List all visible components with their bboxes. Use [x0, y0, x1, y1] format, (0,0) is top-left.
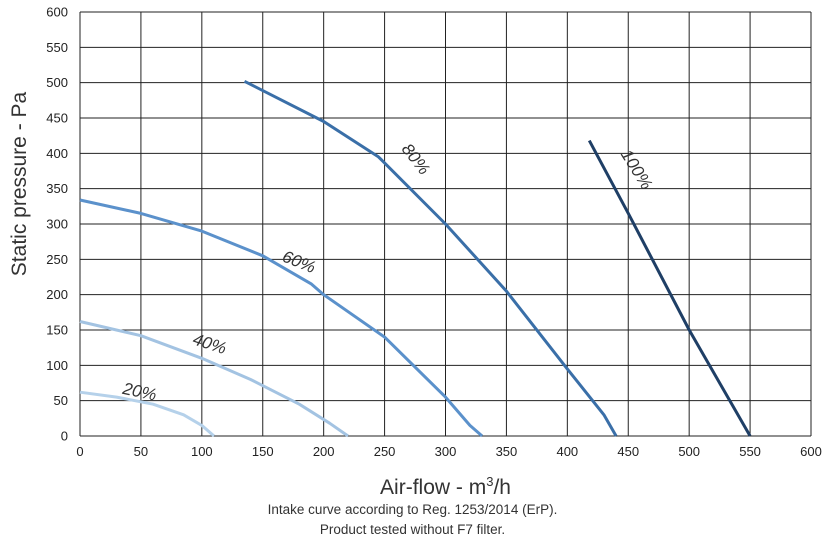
series-line — [79, 390, 215, 438]
x-tick-label: 400 — [556, 444, 578, 459]
y-tick-label: 500 — [46, 75, 68, 90]
series-line — [243, 79, 618, 437]
series-line — [587, 139, 752, 437]
x-tick-labels: 0 50 100 150 200 250 300 350 400 450 500 550 600 — [76, 444, 821, 459]
series-line — [79, 320, 349, 438]
y-tick-label: 100 — [46, 358, 68, 373]
x-tick-label: 50 — [134, 444, 148, 459]
y-tick-label: 50 — [54, 393, 68, 408]
series-group — [79, 79, 752, 438]
x-tick-label: 350 — [496, 444, 518, 459]
curve-label: 60% — [280, 247, 319, 277]
y-tick-label: 150 — [46, 323, 68, 338]
caption-line-2: Product tested without F7 filter. — [319, 522, 506, 537]
grid — [79, 11, 812, 437]
x-tick-label: 200 — [313, 444, 335, 459]
series-line — [79, 198, 484, 438]
y-tick-label: 300 — [46, 217, 68, 232]
x-tick-label: 500 — [678, 444, 700, 459]
y-tick-label: 600 — [46, 5, 68, 20]
caption-line-1: Intake curve according to Reg. 1253/2014… — [267, 502, 558, 517]
x-tick-label: 550 — [739, 444, 761, 459]
x-tick-label: 250 — [374, 444, 396, 459]
y-tick-label: 0 — [61, 429, 68, 444]
x-tick-label: 600 — [800, 444, 822, 459]
y-tick-label: 250 — [46, 252, 68, 267]
curve-label: 40% — [191, 330, 229, 359]
x-tick-label: 0 — [76, 444, 83, 459]
y-tick-label: 400 — [46, 146, 68, 161]
x-tick-label: 300 — [435, 444, 457, 459]
y-tick-label: 350 — [46, 181, 68, 196]
y-tick-labels: 0 50 100 150 200 250 300 350 400 450 500 550 600 — [46, 5, 68, 444]
y-axis-title: Static pressure - Pa — [8, 91, 31, 276]
x-tick-label: 150 — [252, 444, 274, 459]
x-tick-label: 100 — [191, 444, 213, 459]
y-tick-label: 200 — [46, 287, 68, 302]
x-axis-title: Air-flow - m3/h — [380, 474, 511, 499]
x-tick-label: 450 — [617, 444, 639, 459]
curve-label: 80% — [398, 140, 434, 179]
y-tick-label: 450 — [46, 111, 68, 126]
y-tick-label: 550 — [46, 40, 68, 55]
